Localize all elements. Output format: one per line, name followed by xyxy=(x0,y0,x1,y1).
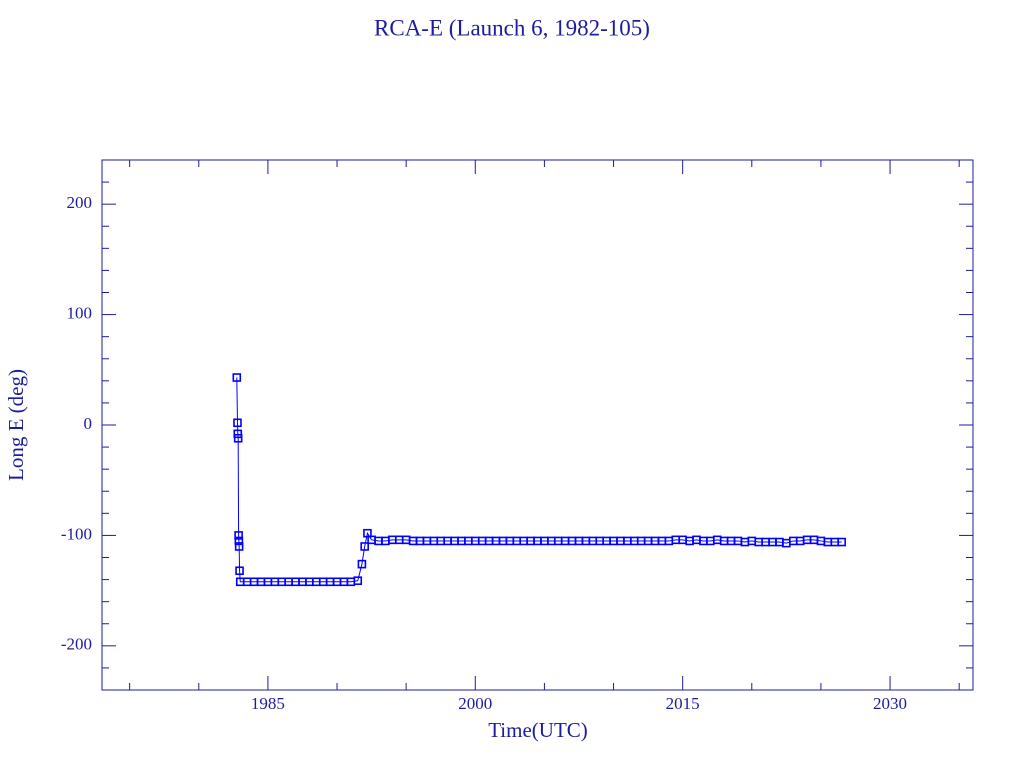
x-tick-label: 2000 xyxy=(458,694,492,713)
y-tick-label: -100 xyxy=(61,524,92,543)
x-axis-label: Time(UTC) xyxy=(488,718,588,742)
chart-title: RCA-E (Launch 6, 1982-105) xyxy=(374,15,650,40)
data-point xyxy=(234,542,244,551)
data-point xyxy=(353,576,363,585)
x-tick-label: 2030 xyxy=(873,694,907,713)
data-point xyxy=(837,537,846,547)
data-point xyxy=(233,429,243,439)
y-tick-label: -200 xyxy=(61,635,92,654)
data-point xyxy=(233,418,242,428)
data-point xyxy=(360,542,369,551)
y-tick-label: 0 xyxy=(84,414,93,433)
y-tick-label: 200 xyxy=(67,193,93,212)
x-tick-label: 2015 xyxy=(666,694,700,713)
plot-frame xyxy=(101,159,974,691)
y-axis-label: Long E (deg) xyxy=(4,369,28,481)
data-line xyxy=(236,377,842,583)
y-tick-label: 100 xyxy=(67,303,93,322)
data-point xyxy=(234,531,243,540)
data-point xyxy=(235,566,244,576)
x-tick-label: 1985 xyxy=(251,694,285,713)
data-point xyxy=(234,536,244,546)
data-point xyxy=(232,373,242,382)
data-point xyxy=(233,433,243,443)
data-point xyxy=(357,559,367,569)
